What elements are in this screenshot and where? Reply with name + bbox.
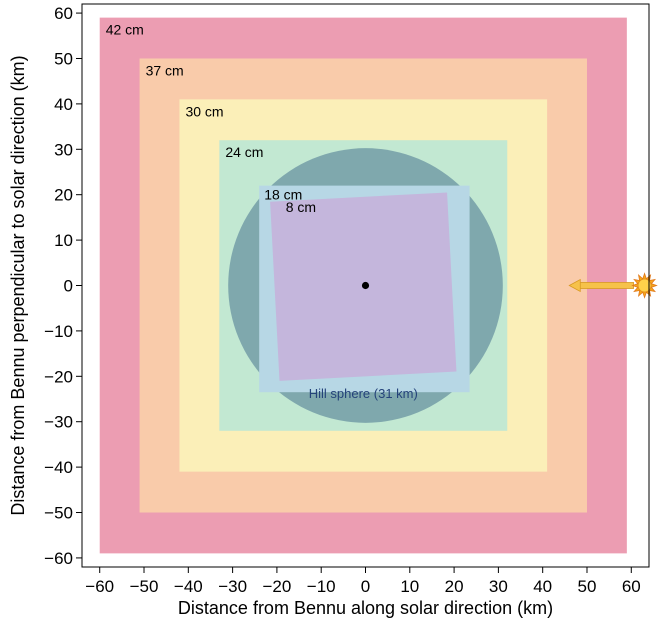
x-tick-label: −50 bbox=[130, 577, 159, 596]
x-tick-label: 60 bbox=[622, 577, 641, 596]
y-tick-label: 0 bbox=[64, 277, 73, 296]
x-tick-label: −10 bbox=[307, 577, 336, 596]
y-axis-title: Distance from Bennu perpendicular to sol… bbox=[8, 55, 28, 515]
y-tick-label: 60 bbox=[54, 4, 73, 23]
y-tick-label: 50 bbox=[54, 49, 73, 68]
x-tick-label: −20 bbox=[262, 577, 291, 596]
y-tick-label: −40 bbox=[44, 458, 73, 477]
y-tick-label: −20 bbox=[44, 367, 73, 386]
x-tick-label: −30 bbox=[218, 577, 247, 596]
x-tick-label: −40 bbox=[174, 577, 203, 596]
y-tick-label: 20 bbox=[54, 186, 73, 205]
y-tick-label: 40 bbox=[54, 95, 73, 114]
ticks-layer: −60 −50 −40 −30 −20 −10 0 10 20 30 40 50 60 −60 −50 −40… bbox=[44, 4, 641, 596]
region-label-8cm: 8 cm bbox=[286, 199, 316, 215]
region-label: 24 cm bbox=[225, 144, 263, 160]
y-tick-label: −50 bbox=[44, 504, 73, 523]
hill-sphere-label: Hill sphere (31 km) bbox=[309, 386, 418, 401]
y-tick-label: −10 bbox=[44, 322, 73, 341]
sun-icon bbox=[631, 272, 658, 299]
x-tick-label: 20 bbox=[445, 577, 464, 596]
x-tick-label: 30 bbox=[489, 577, 508, 596]
regions-layer: 42 cm 37 cm 30 cm 24 cm 18 cm8 cm bbox=[99, 17, 627, 554]
x-tick-label: −60 bbox=[85, 577, 114, 596]
region-label: 37 cm bbox=[146, 62, 184, 78]
y-tick-label: 30 bbox=[54, 140, 73, 159]
y-tick-label: −30 bbox=[44, 413, 73, 432]
bennu-dot bbox=[361, 281, 370, 290]
marks-layer: Hill sphere (31 km) bbox=[309, 272, 658, 401]
x-tick-label: 10 bbox=[400, 577, 419, 596]
region-label: 30 cm bbox=[185, 103, 223, 119]
x-axis-title: Distance from Bennu along solar directio… bbox=[178, 598, 553, 618]
region-label-18cm: 18 cm bbox=[264, 187, 302, 203]
y-tick-label: 10 bbox=[54, 231, 73, 250]
region-label: 42 cm bbox=[106, 22, 144, 38]
x-tick-label: 0 bbox=[361, 577, 370, 596]
x-tick-label: 40 bbox=[533, 577, 552, 596]
y-tick-label: −60 bbox=[44, 549, 73, 568]
x-tick-label: 50 bbox=[578, 577, 597, 596]
